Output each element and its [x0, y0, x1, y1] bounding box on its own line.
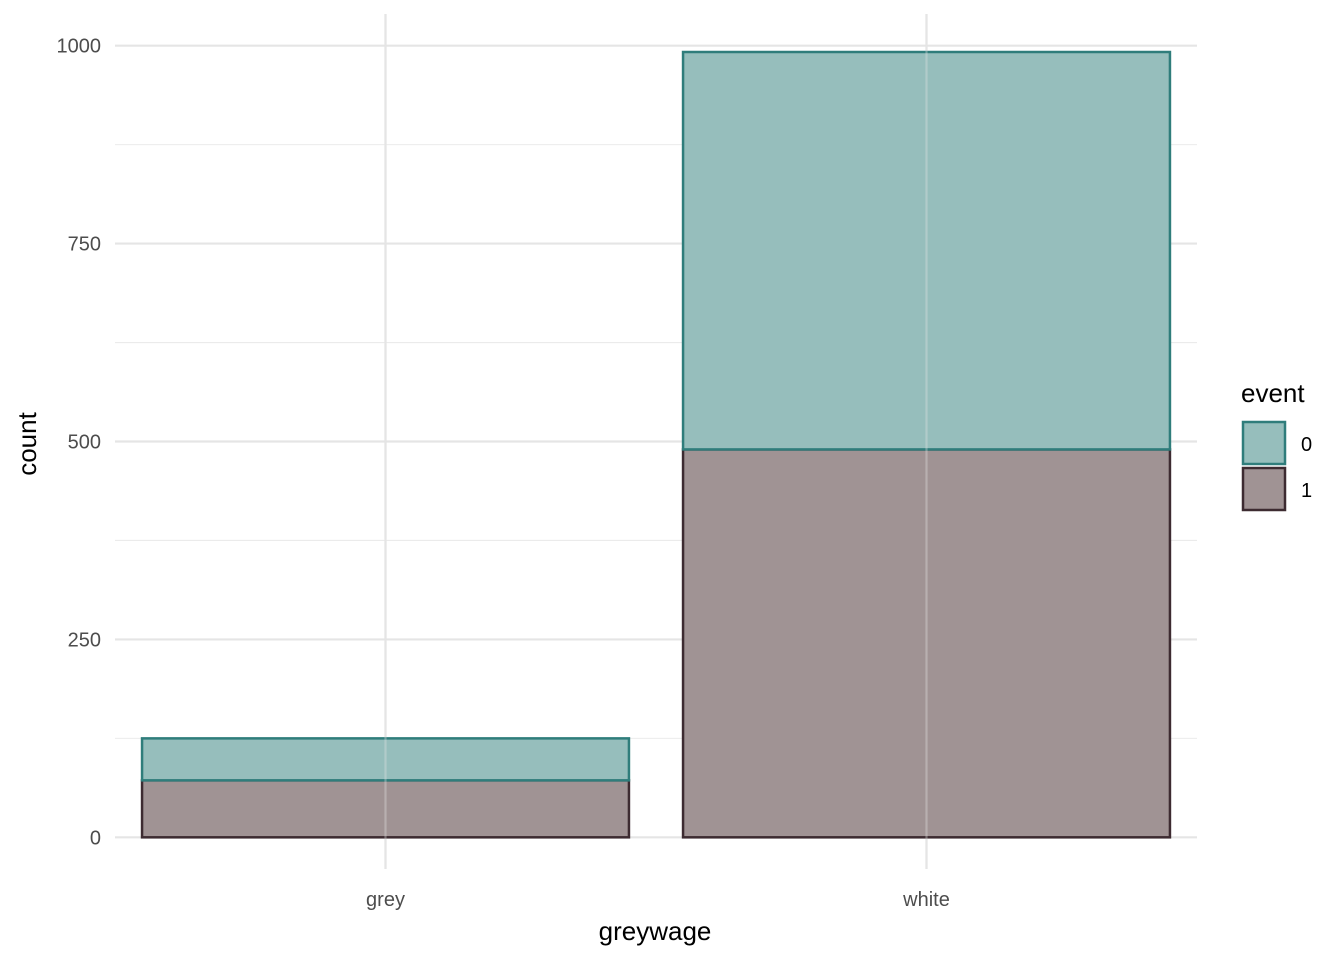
legend-key-1: [1241, 466, 1287, 512]
y-tick-labels: 0 250 500 750 1000: [57, 36, 102, 850]
legend: event 01: [1241, 378, 1312, 512]
y-tick-label: 0: [90, 827, 101, 849]
y-tick-label: 1000: [57, 36, 102, 58]
bar-white-event-0: [681, 50, 1172, 451]
y-tick-label: 500: [68, 432, 101, 454]
x-tick-label: white: [902, 889, 950, 911]
y-axis-title: count: [12, 411, 42, 475]
x-axis-title: greywage: [599, 916, 712, 946]
legend-key-0: [1241, 420, 1287, 466]
legend-label-1: 1: [1301, 480, 1312, 502]
legend-title: event: [1241, 378, 1305, 408]
bars: [140, 50, 1172, 839]
y-tick-label: 750: [68, 234, 101, 256]
legend-label-0: 0: [1301, 434, 1312, 456]
bar-grey-event-0: [140, 737, 631, 782]
x-tick-labels: grey white: [366, 889, 950, 911]
vertical-gridlines: [384, 14, 928, 869]
y-tick-label: 250: [68, 629, 101, 651]
legend-entries: 01: [1241, 420, 1312, 512]
x-tick-label: grey: [366, 889, 405, 911]
bar-white-event-1: [681, 448, 1172, 839]
bar-grey-event-1: [140, 779, 631, 839]
